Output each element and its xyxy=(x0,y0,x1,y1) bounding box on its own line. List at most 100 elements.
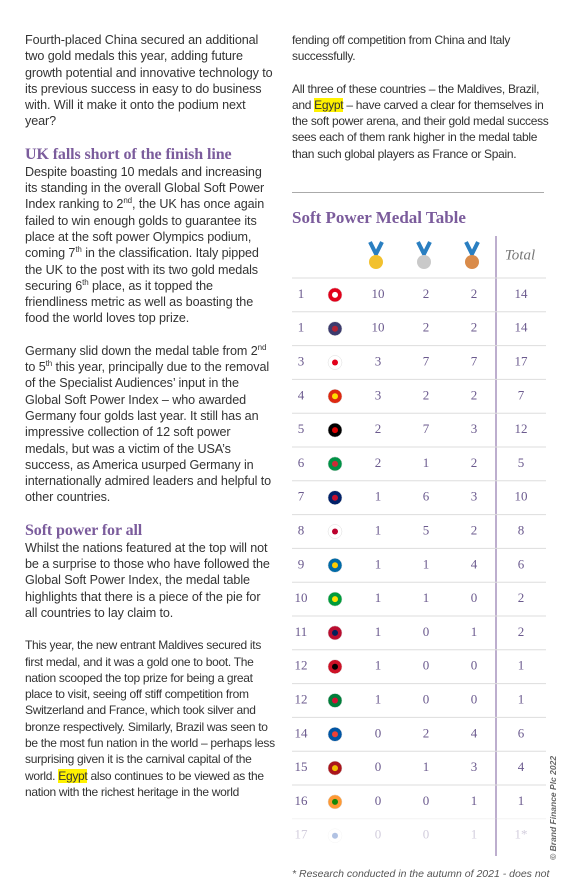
table-row: 7 1 6 3 10 xyxy=(292,480,546,505)
paragraph: All three of these countries – the Maldi… xyxy=(292,81,550,162)
rank: 7 xyxy=(298,489,305,504)
rank: 12 xyxy=(295,658,308,673)
table-row: 4 3 2 2 7 xyxy=(292,378,546,404)
table-row: 17 0 0 1 1* xyxy=(292,818,546,843)
count: 1 xyxy=(471,624,478,639)
text: , the UK has once again failed to win en… xyxy=(25,197,265,261)
count: 2 xyxy=(423,725,430,740)
count: 2 xyxy=(471,320,478,335)
table-row: 15 0 1 3 4 xyxy=(292,750,546,776)
count: 0 xyxy=(423,691,430,706)
count: 3 xyxy=(375,387,382,402)
flag-emblem xyxy=(332,798,338,805)
rank: 14 xyxy=(295,725,309,740)
count: 1 xyxy=(518,793,525,808)
count: 0 xyxy=(375,725,382,740)
count: 2 xyxy=(375,455,382,470)
count: 0 xyxy=(471,658,478,673)
rank: 12 xyxy=(295,691,308,706)
rank: 4 xyxy=(298,387,305,402)
sup: th xyxy=(75,245,82,255)
table-row: 16 0 0 1 1 xyxy=(292,784,546,810)
text: All three of these countries – the Maldi… xyxy=(292,81,540,112)
table-row: 10 1 1 0 2 xyxy=(292,581,546,607)
flag-emblem xyxy=(332,359,338,366)
paragraph: Germany slid down the medal table from 2… xyxy=(25,343,275,506)
count: 3 xyxy=(471,759,478,774)
table-row: 3 3 7 7 17 xyxy=(292,345,546,370)
table-row: 12 1 0 0 1 xyxy=(292,683,546,708)
paragraph: Despite boasting 10 medals and increasin… xyxy=(25,164,275,327)
flag-emblem xyxy=(332,663,338,670)
right-column: fending off competition from China and I… xyxy=(292,32,550,178)
text: also continues to be viewed as the natio… xyxy=(25,768,264,799)
flag-emblem xyxy=(332,629,338,636)
count: 1* xyxy=(515,827,528,842)
bronze-icon xyxy=(464,241,480,269)
count: 1 xyxy=(375,624,382,639)
paragraph: This year, the new entrant Maldives secu… xyxy=(25,637,275,800)
count: 7 xyxy=(471,353,478,368)
count: 1 xyxy=(518,691,525,706)
rank: 1 xyxy=(298,286,305,301)
count: 0 xyxy=(423,658,430,673)
highlight: Egypt xyxy=(58,768,88,783)
left-column: Fourth-placed China secured an additiona… xyxy=(25,32,275,816)
rank: 3 xyxy=(298,353,305,368)
flag-emblem xyxy=(332,393,338,400)
count: 6 xyxy=(518,725,525,740)
text: place, as it topped the friendliness met… xyxy=(25,278,254,326)
count: 1 xyxy=(375,522,382,537)
table-row: 8 1 5 2 8 xyxy=(292,514,546,539)
text: this year, principally due to the remova… xyxy=(25,360,272,505)
flag-emblem xyxy=(332,291,338,298)
divider xyxy=(292,192,544,193)
count: 7 xyxy=(518,387,525,402)
flag-emblem xyxy=(332,325,338,332)
sup: th xyxy=(45,358,53,368)
count: 14 xyxy=(515,286,529,301)
table-row: 12 1 0 0 1 xyxy=(292,649,546,674)
rank: 16 xyxy=(295,793,309,808)
count: 0 xyxy=(423,793,430,808)
count: 2 xyxy=(423,286,430,301)
count: 1 xyxy=(423,590,430,605)
text: – have carved a clear for themselves in … xyxy=(292,97,549,161)
count: 4 xyxy=(471,725,478,740)
count: 5 xyxy=(423,522,430,537)
count: 2 xyxy=(471,387,478,402)
count: 1 xyxy=(471,827,478,842)
count: 1 xyxy=(518,658,525,673)
sup: th xyxy=(82,277,89,287)
count: 0 xyxy=(423,827,430,842)
count: 4 xyxy=(471,556,478,571)
rank: 15 xyxy=(295,759,308,774)
count: 1 xyxy=(375,556,382,571)
flag-emblem xyxy=(332,494,338,501)
rank: 1 xyxy=(298,320,305,335)
count: 1 xyxy=(423,759,430,774)
rank: 9 xyxy=(298,556,305,571)
flag-emblem xyxy=(332,731,338,738)
count: 1 xyxy=(375,691,382,706)
paragraph: fending off competition from China and I… xyxy=(292,33,511,64)
highlight: Egypt xyxy=(314,97,344,112)
count: 10 xyxy=(372,320,385,335)
count: 2 xyxy=(423,320,430,335)
rank: 6 xyxy=(298,455,305,470)
table-title: Soft Power Medal Table xyxy=(292,208,466,227)
table-row: 14 0 2 4 6 xyxy=(292,716,546,742)
text: Despite boasting 10 medals and increasin… xyxy=(25,164,265,212)
flag-emblem xyxy=(332,528,338,535)
table-row: 11 1 0 1 2 xyxy=(292,615,546,641)
count: 0 xyxy=(471,691,478,706)
count: 2 xyxy=(423,387,430,402)
count: 17 xyxy=(515,353,529,368)
total-header: Total xyxy=(505,247,535,263)
count: 3 xyxy=(471,421,478,436)
count: 7 xyxy=(423,421,430,436)
sup: nd xyxy=(123,196,133,206)
flag-emblem xyxy=(332,460,338,467)
sup: nd xyxy=(257,342,267,352)
